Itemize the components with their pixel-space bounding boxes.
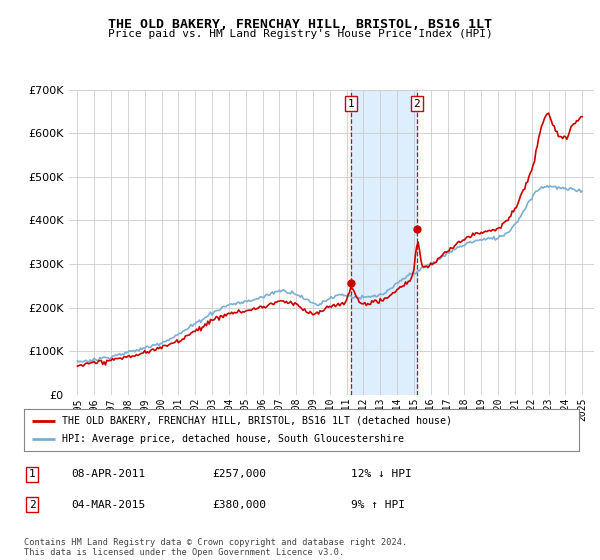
Text: 04-MAR-2015: 04-MAR-2015 xyxy=(71,500,145,510)
Text: £257,000: £257,000 xyxy=(213,469,267,479)
Text: THE OLD BAKERY, FRENCHAY HILL, BRISTOL, BS16 1LT (detached house): THE OLD BAKERY, FRENCHAY HILL, BRISTOL, … xyxy=(62,416,452,426)
Text: £380,000: £380,000 xyxy=(213,500,267,510)
Text: 1: 1 xyxy=(29,469,36,479)
Text: HPI: Average price, detached house, South Gloucestershire: HPI: Average price, detached house, Sout… xyxy=(62,434,404,444)
Bar xyxy=(351,90,417,395)
Text: 08-APR-2011: 08-APR-2011 xyxy=(71,469,145,479)
Text: Price paid vs. HM Land Registry's House Price Index (HPI): Price paid vs. HM Land Registry's House … xyxy=(107,29,493,39)
Text: 12% ↓ HPI: 12% ↓ HPI xyxy=(352,469,412,479)
Text: 9% ↑ HPI: 9% ↑ HPI xyxy=(352,500,406,510)
Text: 2: 2 xyxy=(413,99,420,109)
Text: 1: 1 xyxy=(348,99,355,109)
Text: THE OLD BAKERY, FRENCHAY HILL, BRISTOL, BS16 1LT: THE OLD BAKERY, FRENCHAY HILL, BRISTOL, … xyxy=(108,18,492,31)
Text: Contains HM Land Registry data © Crown copyright and database right 2024.
This d: Contains HM Land Registry data © Crown c… xyxy=(24,538,407,557)
Text: 2: 2 xyxy=(29,500,36,510)
